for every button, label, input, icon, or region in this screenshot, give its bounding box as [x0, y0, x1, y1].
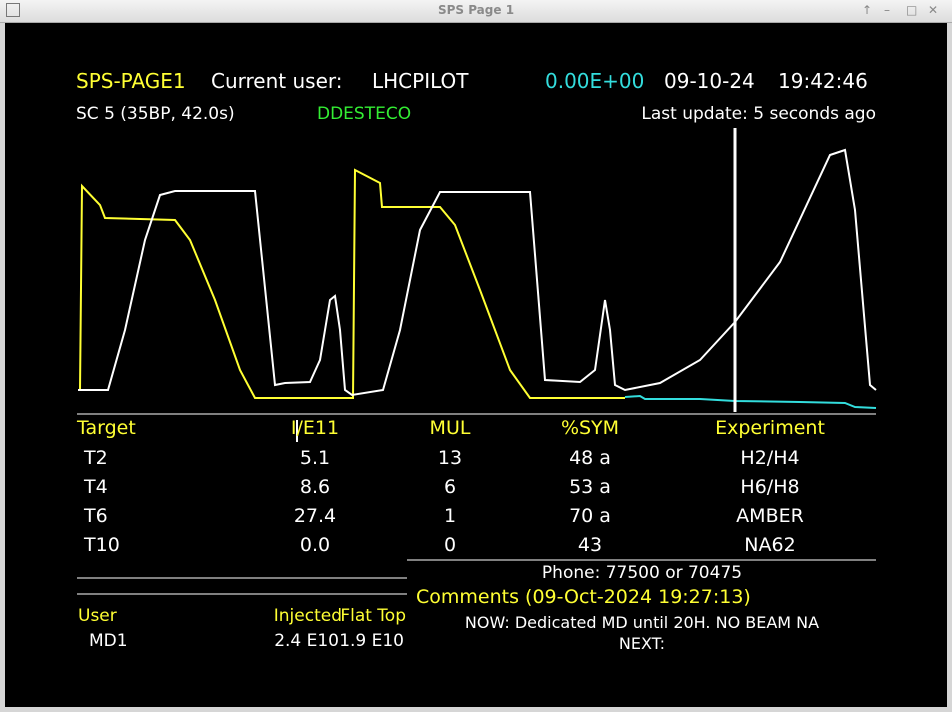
column-header: %SYM: [560, 417, 620, 439]
table-cell: 70 a: [569, 505, 611, 527]
display: SPS-PAGE1 Current user: LHCPILOT 0.00E+0…: [5, 23, 947, 707]
table-cell: T10: [84, 534, 120, 556]
table-cell: AMBER: [736, 505, 804, 527]
minimize-button[interactable]: –: [884, 3, 890, 17]
cyan-trace: [624, 394, 877, 409]
column-header: MUL: [429, 417, 471, 439]
table-cell: 2.4 E10: [274, 631, 339, 651]
column-header: Injected: [273, 606, 342, 626]
table-cell: 1.9 E10: [339, 631, 404, 651]
yellow-trace: [79, 168, 625, 399]
comment-now: NOW: Dedicated MD until 20H. NO BEAM NA: [464, 613, 820, 632]
white-trace: [78, 148, 877, 397]
column-header: Target: [77, 417, 136, 439]
table-cell: H6/H8: [740, 476, 800, 498]
table-cell: 1: [443, 505, 457, 527]
table-cell: T4: [84, 476, 108, 498]
last-update: Last update: 5 seconds ago: [641, 104, 876, 124]
pin-button[interactable]: ↑: [862, 3, 873, 17]
column-header: Flat Top: [340, 606, 406, 626]
table-cell: 53 a: [569, 476, 611, 498]
table-cell: 0.0: [299, 534, 331, 556]
table-cell: MD1: [89, 631, 128, 651]
table-cell: 5.1: [299, 447, 331, 469]
comment-next: NEXT:: [618, 634, 666, 653]
intensity: 0.00E+00: [545, 69, 645, 93]
table-cell: 27.4: [293, 505, 337, 527]
table-cell: NA62: [744, 534, 796, 556]
table-cell: 13: [437, 447, 463, 469]
column-header: I/E11: [290, 417, 340, 439]
close-button[interactable]: ✕: [928, 3, 939, 17]
table-cell: 0: [443, 534, 457, 556]
cycle: SC 5 (35BP, 42.0s): [76, 104, 235, 124]
date: 09-10-24: [664, 69, 755, 93]
user-label: Current user:: [211, 69, 343, 93]
time: 19:42:46: [778, 69, 868, 93]
phone: Phone: 77500 or 70475: [541, 563, 743, 583]
app-icon: [6, 3, 20, 17]
waveforms: [77, 128, 877, 595]
user: LHCPILOT: [372, 69, 469, 93]
table-cell: 8.6: [299, 476, 331, 498]
table-cell: 43: [577, 534, 603, 556]
table-cell: 48 a: [569, 447, 611, 469]
table-cell: H2/H4: [740, 447, 800, 469]
title-bar: SPS Page 1 ↑ – □ ✕: [0, 0, 952, 23]
table-cell: T6: [84, 505, 108, 527]
window-title: SPS Page 1: [437, 3, 515, 17]
column-header: User: [78, 606, 117, 626]
table-cell: T2: [84, 447, 108, 469]
column-header: Experiment: [715, 417, 825, 439]
comments-title: Comments (09-Oct-2024 19:27:13): [416, 586, 751, 608]
page-name: SPS-PAGE1: [76, 69, 186, 93]
table-cell: 6: [443, 476, 457, 498]
maximize-button[interactable]: □: [906, 3, 918, 17]
status: DDESTECO: [317, 104, 412, 124]
